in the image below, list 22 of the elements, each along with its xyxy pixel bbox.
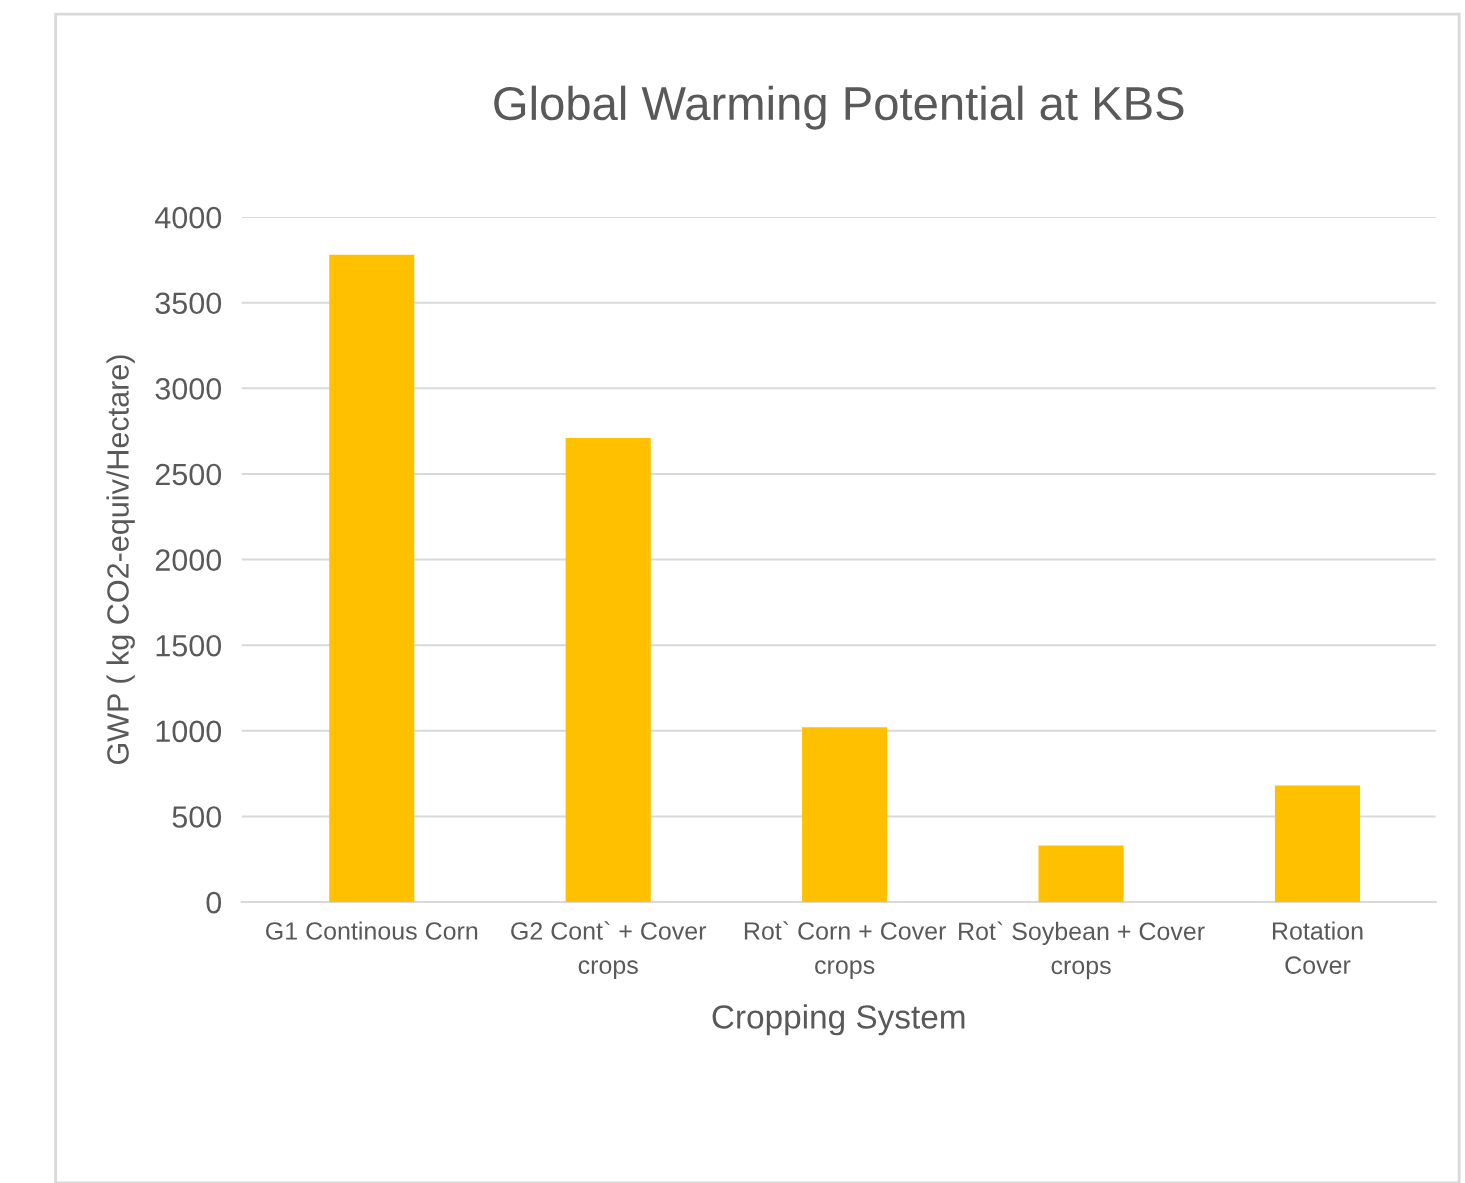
bar bbox=[329, 254, 415, 903]
y-tick-label: 4000 bbox=[155, 206, 222, 229]
bar bbox=[565, 437, 651, 903]
y-tick-label: 1000 bbox=[156, 720, 222, 743]
y-tick-label: 3500 bbox=[155, 292, 222, 315]
x-tick-label: Rot` Corn + Cover crops bbox=[744, 921, 946, 979]
y-tick-label: 1500 bbox=[156, 634, 222, 657]
x-tick-label: Rotation Cover bbox=[1272, 921, 1363, 975]
y-tick-label: 2000 bbox=[155, 549, 222, 571]
y-tick-label: 2500 bbox=[155, 463, 222, 486]
x-axis-title: Cropping System bbox=[712, 1004, 965, 1036]
chart-title: Global Warming Potential at KBS bbox=[494, 85, 1184, 130]
bar bbox=[802, 727, 888, 903]
y-axis-title: GWP ( kg CO2-equiv/Hectare) bbox=[106, 355, 135, 765]
bar bbox=[1038, 845, 1124, 903]
bar bbox=[1274, 785, 1361, 903]
x-tick-label: G1 Continous Corn bbox=[266, 921, 478, 940]
x-tick-label: Rot` Soybean + Cover crops bbox=[959, 921, 1205, 980]
y-tick-label: 0 bbox=[206, 891, 222, 914]
y-tick-label: 3000 bbox=[155, 378, 222, 400]
x-tick-label: G2 Cont` + Cover crops bbox=[511, 921, 707, 979]
y-tick-label: 500 bbox=[172, 806, 222, 828]
